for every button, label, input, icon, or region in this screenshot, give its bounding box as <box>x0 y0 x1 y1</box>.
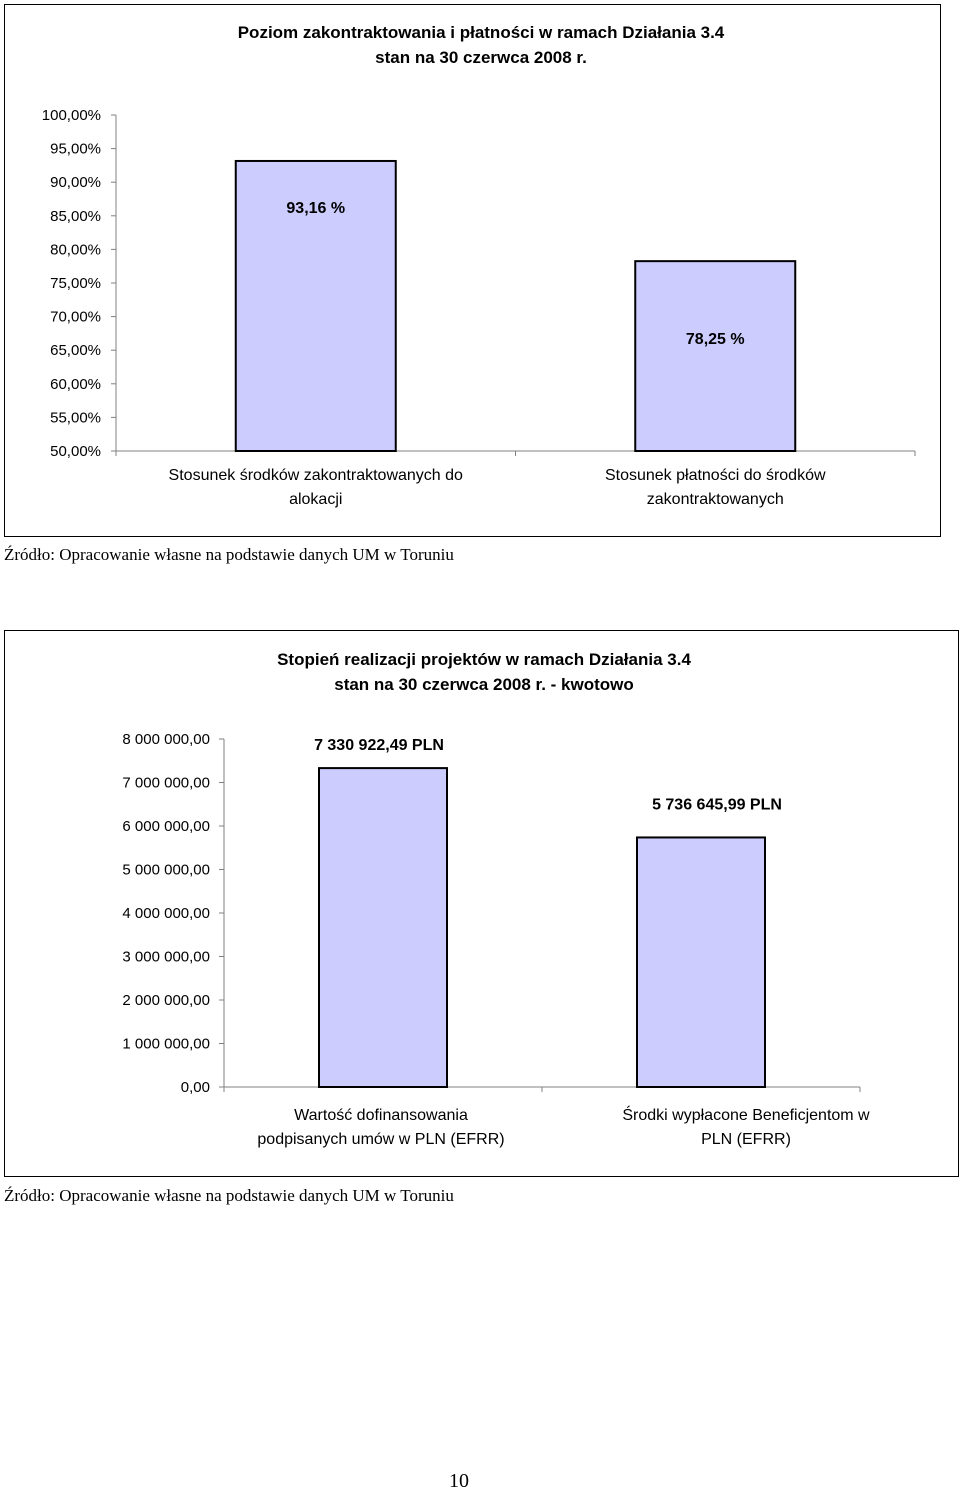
x-category-label: Środki wypłacone Beneficjentom w <box>622 1105 870 1124</box>
chart-project-realization-svg: Stopień realizacji projektów w ramach Dz… <box>122 650 870 1148</box>
x-category-label: alokacji <box>289 491 342 508</box>
data-label: 5 736 645,99 PLN <box>652 796 782 813</box>
y-tick-label: 85,00% <box>50 208 101 225</box>
y-tick-label: 80,00% <box>50 241 101 258</box>
chart-subtitle: stan na 30 czerwca 2008 r. <box>375 48 587 67</box>
y-tick-label: 55,00% <box>50 409 101 426</box>
x-category-label: PLN (EFRR) <box>701 1131 791 1148</box>
data-label: 93,16 % <box>286 200 345 217</box>
y-tick-label: 6 000 000,00 <box>122 818 210 835</box>
page-number: 10 <box>449 1470 469 1492</box>
y-tick-label: 50,00% <box>50 443 101 460</box>
y-tick-label: 0,00 <box>181 1079 210 1096</box>
y-tick-label: 70,00% <box>50 309 101 326</box>
y-tick-label: 4 000 000,00 <box>122 905 210 922</box>
chart-title: Poziom zakontraktowania i płatności w ra… <box>238 23 725 42</box>
y-tick-label: 75,00% <box>50 275 101 292</box>
x-category-label: Stosunek środków zakontraktowanych do <box>169 467 463 484</box>
x-category-label: podpisanych umów w PLN (EFRR) <box>257 1131 504 1148</box>
chart-project-realization: Stopień realizacji projektów w ramach Dz… <box>4 630 959 1177</box>
y-tick-label: 1 000 000,00 <box>122 1036 210 1053</box>
chart-title: Stopień realizacji projektów w ramach Dz… <box>277 650 691 669</box>
data-label: 78,25 % <box>686 331 745 348</box>
y-tick-label: 90,00% <box>50 174 101 191</box>
chart-contracting-level-svg: Poziom zakontraktowania i płatności w ra… <box>42 23 916 508</box>
x-category-label: Wartość dofinansowania <box>294 1107 468 1124</box>
y-tick-label: 100,00% <box>42 107 101 124</box>
y-tick-label: 7 000 000,00 <box>122 775 210 792</box>
y-tick-label: 65,00% <box>50 342 101 359</box>
x-category-label: zakontraktowanych <box>647 491 784 508</box>
y-tick-label: 8 000 000,00 <box>122 731 210 748</box>
chart-contracting-level: Poziom zakontraktowania i płatności w ra… <box>4 4 941 537</box>
chart-2-source: Źródło: Opracowanie własne na podstawie … <box>4 1186 454 1205</box>
bar <box>318 767 448 1089</box>
bar <box>634 260 797 452</box>
chart-1-source: Źródło: Opracowanie własne na podstawie … <box>4 545 454 564</box>
x-category-label: Stosunek płatności do środków <box>605 467 826 484</box>
y-tick-label: 5 000 000,00 <box>122 862 210 879</box>
y-tick-label: 3 000 000,00 <box>122 949 210 966</box>
bar <box>234 159 397 452</box>
bar <box>636 836 766 1088</box>
y-tick-label: 95,00% <box>50 141 101 158</box>
chart-subtitle: stan na 30 czerwca 2008 r. - kwotowo <box>334 675 634 694</box>
data-label: 7 330 922,49 PLN <box>314 737 444 754</box>
y-tick-label: 60,00% <box>50 376 101 393</box>
y-tick-label: 2 000 000,00 <box>122 992 210 1009</box>
